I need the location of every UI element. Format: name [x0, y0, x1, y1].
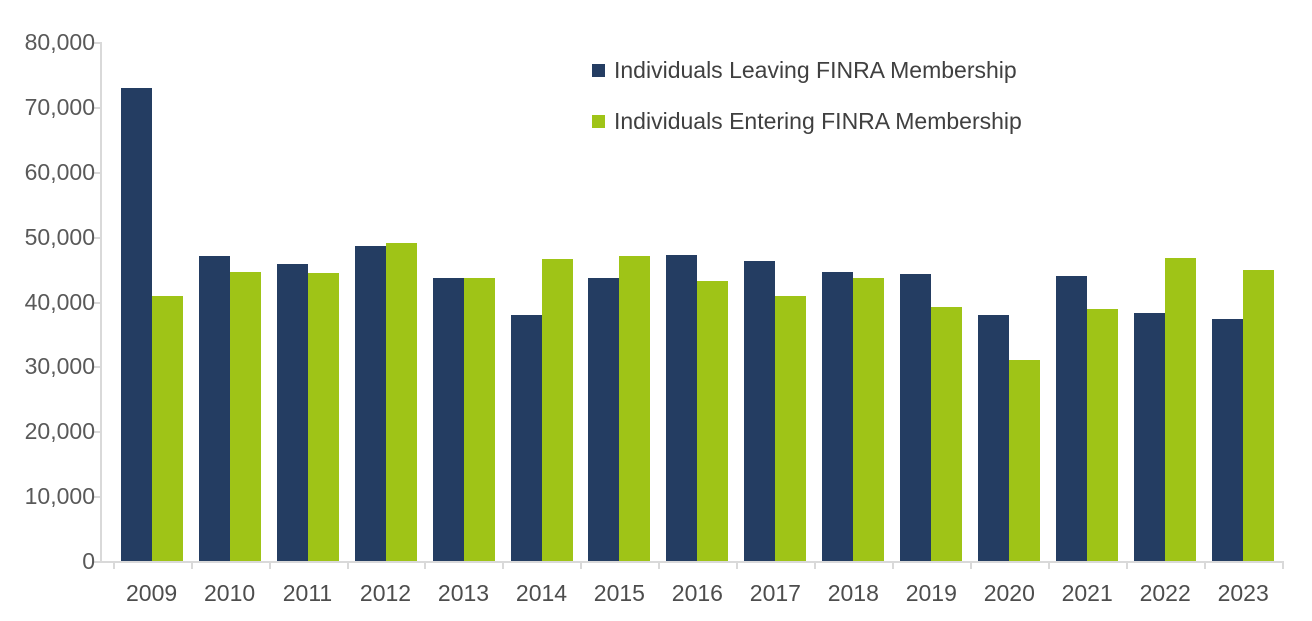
x-axis-tick — [112, 561, 115, 569]
x-category-label: 2018 — [827, 580, 879, 606]
x-axis-tick — [502, 561, 505, 569]
y-tick-label: 70,000 — [24, 93, 95, 120]
bar-entering-2022 — [1165, 258, 1197, 561]
x-axis-tick — [892, 561, 895, 569]
y-axis-tick — [92, 42, 100, 44]
bar-entering-2019 — [931, 307, 963, 561]
legend-swatch-leaving-icon — [592, 63, 605, 77]
bar-entering-2013 — [463, 278, 495, 561]
legend-label-leaving: Individuals Leaving FINRA Membership — [614, 57, 1017, 83]
y-axis-tick — [92, 236, 100, 239]
x-category-label: 2009 — [126, 580, 178, 606]
y-axis-tick — [92, 171, 100, 174]
bar-leaving-2018 — [822, 272, 854, 561]
bar-entering-2016 — [697, 281, 729, 561]
x-category-label: 2010 — [204, 580, 256, 606]
x-axis-tick — [424, 561, 427, 569]
x-axis-tick — [814, 561, 817, 569]
bar-leaving-2015 — [588, 277, 620, 561]
x-category-label: 2017 — [749, 580, 801, 606]
bar-entering-2021 — [1087, 308, 1119, 561]
bar-entering-2023 — [1243, 269, 1275, 561]
x-axis-tick — [970, 561, 973, 569]
legend-swatch-entering-icon — [592, 114, 605, 128]
x-category-label: 2014 — [515, 580, 568, 606]
x-axis-tick — [736, 561, 739, 569]
bar-leaving-2017 — [744, 261, 776, 561]
bar-entering-2011 — [307, 273, 339, 561]
y-axis-line — [100, 42, 102, 563]
legend-item-leaving: Individuals Leaving FINRA Membership — [592, 57, 1017, 83]
bar-entering-2017 — [775, 296, 807, 561]
x-category-label: 2011 — [282, 580, 333, 606]
y-axis-tick — [92, 301, 100, 304]
bar-leaving-2020 — [978, 314, 1010, 561]
y-axis-tick — [92, 561, 100, 563]
x-axis-tick — [268, 561, 271, 569]
legend-item-entering: Individuals Entering FINRA Membership — [592, 108, 1022, 134]
y-tick-label: 30,000 — [24, 353, 95, 380]
bar-entering-2018 — [853, 277, 885, 561]
bar-leaving-2019 — [900, 274, 932, 561]
y-tick-label: 50,000 — [24, 223, 95, 250]
bar-entering-2012 — [385, 243, 417, 561]
bar-leaving-2013 — [432, 278, 464, 561]
x-category-label: 2013 — [437, 580, 490, 606]
x-axis-tick — [346, 561, 349, 569]
bar-entering-2009 — [151, 295, 183, 561]
x-axis-tick — [1126, 561, 1129, 569]
y-axis-tick — [92, 496, 100, 499]
x-axis-tick — [580, 561, 583, 569]
x-axis-tick — [1282, 561, 1285, 569]
y-tick-label: 60,000 — [24, 158, 95, 185]
x-axis-tick — [658, 561, 661, 569]
bar-entering-2015 — [619, 256, 651, 561]
x-category-label: 2015 — [593, 580, 645, 606]
x-axis-tick — [1048, 561, 1051, 569]
y-axis-tick — [92, 431, 100, 434]
bar-leaving-2023 — [1212, 319, 1244, 561]
bar-leaving-2009 — [120, 88, 152, 561]
bar-leaving-2022 — [1134, 312, 1166, 561]
y-tick-label: 80,000 — [24, 29, 95, 55]
chart-legend: Individuals Leaving FINRA Membership Ind… — [592, 0, 1292, 160]
x-category-label: 2022 — [1139, 580, 1191, 606]
x-axis-tick — [1204, 561, 1207, 569]
x-category-label: 2020 — [983, 580, 1035, 606]
x-category-label: 2019 — [905, 580, 957, 606]
y-axis-tick — [92, 106, 100, 109]
bar-leaving-2021 — [1056, 276, 1088, 561]
bar-entering-2020 — [1009, 359, 1041, 561]
y-tick-label: 40,000 — [24, 288, 95, 315]
y-axis-tick — [92, 366, 100, 369]
bar-leaving-2016 — [666, 255, 698, 561]
bar-entering-2010 — [229, 272, 261, 561]
bar-entering-2014 — [541, 259, 573, 561]
y-tick-label: 20,000 — [24, 418, 95, 445]
x-category-label: 2023 — [1217, 580, 1269, 606]
bar-leaving-2014 — [510, 315, 542, 561]
x-axis-line — [100, 561, 1283, 563]
y-tick-label: 0 — [82, 548, 95, 574]
x-axis-tick — [190, 561, 193, 569]
legend-label-entering: Individuals Entering FINRA Membership — [614, 108, 1022, 134]
x-category-label: 2021 — [1061, 580, 1113, 606]
bar-leaving-2010 — [198, 256, 230, 561]
bar-leaving-2011 — [276, 263, 308, 561]
x-category-label: 2016 — [671, 580, 723, 606]
y-tick-label: 10,000 — [24, 483, 95, 510]
x-category-label: 2012 — [359, 580, 412, 606]
bar-leaving-2012 — [354, 246, 386, 561]
